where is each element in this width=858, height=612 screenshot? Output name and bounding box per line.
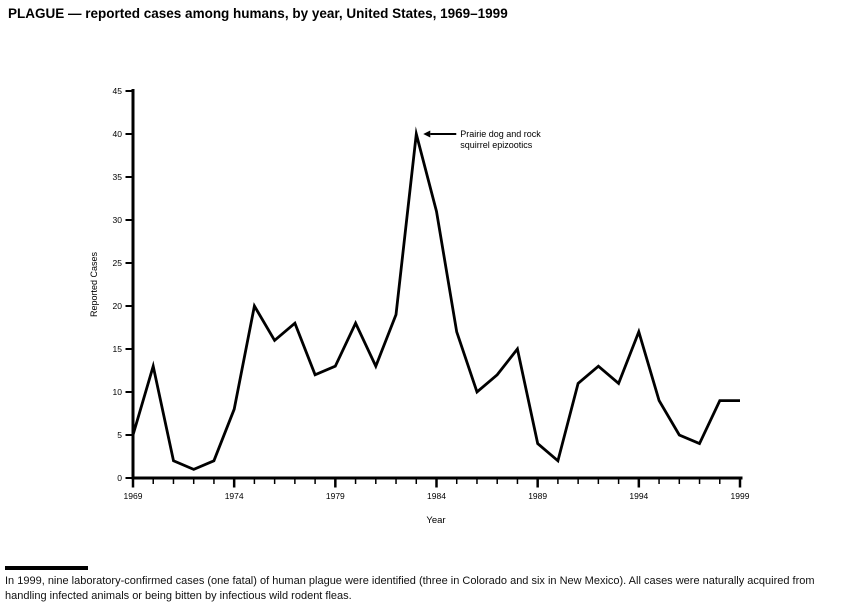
y-tick-label: 0 [117, 473, 122, 483]
chart-title: PLAGUE — reported cases among humans, by… [8, 6, 508, 21]
annotation-text-line2: squirrel epizootics [460, 140, 533, 150]
y-tick-label: 40 [113, 129, 123, 139]
y-tick-label: 15 [113, 344, 123, 354]
y-tick-label: 10 [113, 387, 123, 397]
x-tick-label: 1989 [528, 491, 547, 501]
x-tick-label: 1979 [326, 491, 345, 501]
x-tick-label: 1969 [124, 491, 143, 501]
data-line [131, 126, 740, 471]
x-axis-label: Year [426, 515, 445, 526]
plague-line-chart: 0 5 10 15 20 25 30 35 40 45 1969 1974 1979 1984 1989 19… [89, 86, 750, 526]
y-tick-label: 35 [113, 172, 123, 182]
y-tick-label: 45 [113, 86, 123, 96]
x-tick-label: 1999 [731, 491, 750, 501]
y-tick-label: 5 [117, 430, 122, 440]
y-tick-label: 20 [113, 301, 123, 311]
annotation-arrowhead [423, 130, 431, 138]
annotation-text-line1: Prairie dog and rock [460, 129, 541, 139]
x-tick-label: 1974 [225, 491, 244, 501]
footnote-text: In 1999, nine laboratory-confirmed cases… [5, 575, 815, 602]
y-tick-label: 25 [113, 258, 123, 268]
y-tick-label: 30 [113, 215, 123, 225]
footnote-rule [5, 566, 88, 570]
x-tick-label: 1994 [629, 491, 648, 501]
x-tick-label: 1984 [427, 491, 446, 501]
y-axis-label: Reported Cases [89, 251, 99, 317]
